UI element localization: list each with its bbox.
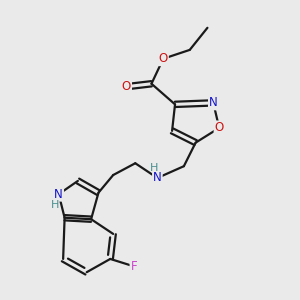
Text: F: F xyxy=(130,260,137,273)
Text: O: O xyxy=(214,122,224,134)
Text: N: N xyxy=(153,172,162,184)
Text: H: H xyxy=(150,163,158,173)
Text: H: H xyxy=(51,200,59,210)
Text: O: O xyxy=(122,80,131,93)
Text: N: N xyxy=(54,188,63,201)
Text: O: O xyxy=(159,52,168,65)
Text: N: N xyxy=(209,96,218,110)
